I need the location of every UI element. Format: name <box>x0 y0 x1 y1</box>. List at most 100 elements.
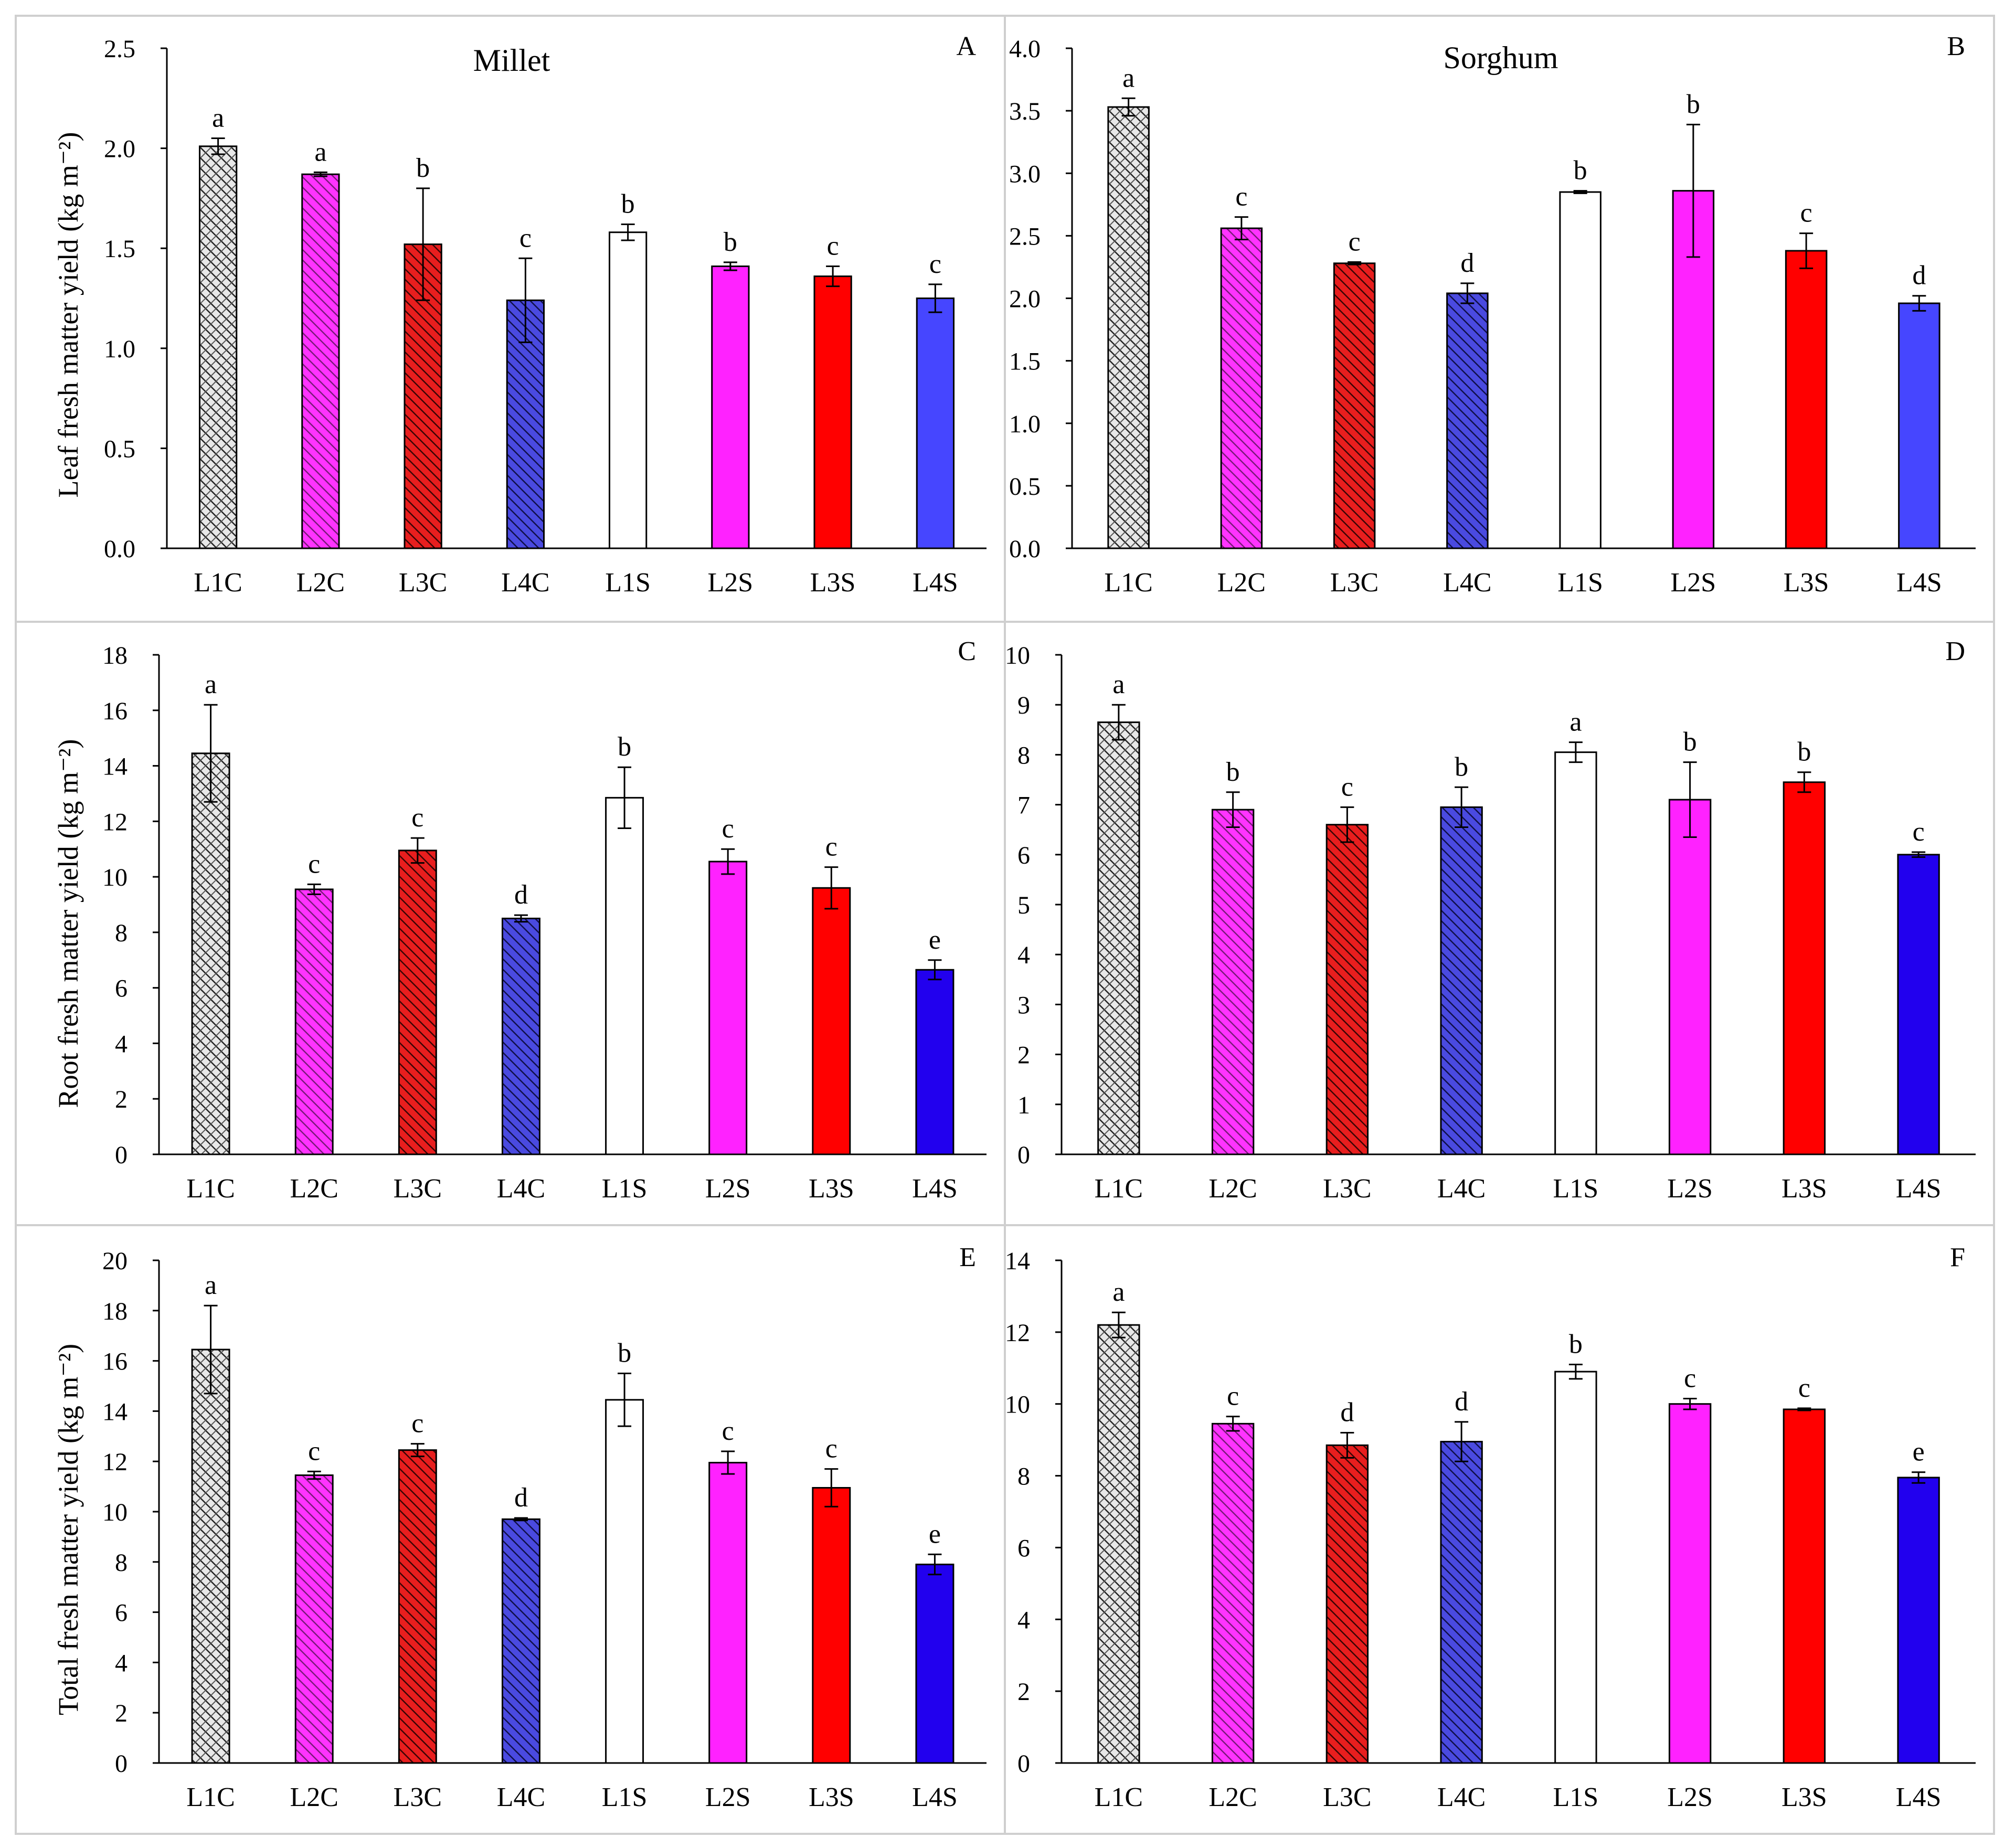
x-tick-label: L4S <box>1896 1782 1942 1812</box>
bar-l4c <box>501 1518 540 1764</box>
significance-letter: e <box>929 925 941 955</box>
bar-l3s <box>1785 250 1828 549</box>
panel-label-c: C <box>958 636 976 666</box>
x-tick-label: L4S <box>912 1782 958 1812</box>
bar-l4s <box>915 1564 955 1764</box>
y-tick-label: 2 <box>1017 1042 1030 1069</box>
bar-l4c <box>501 917 540 1155</box>
y-tick-label: 10 <box>102 864 128 891</box>
x-tick-label: L4C <box>1437 1174 1486 1204</box>
y-tick-label: 0.5 <box>1009 473 1041 501</box>
significance-letter: a <box>1122 63 1134 93</box>
x-tick-label: L1C <box>194 568 242 598</box>
bar-l2s <box>708 1462 748 1764</box>
panel-frame-f <box>1004 1224 1995 1835</box>
panel-d: 0 1 2 3 4 5 6 7 8 9 10 Da L1C b L2C c L3C b L4C a L1S b L2S b L3… <box>1005 636 1976 1204</box>
x-tick-label: L4C <box>497 1782 545 1812</box>
bar-l1s <box>1559 191 1602 549</box>
significance-letter: b <box>724 227 737 257</box>
bar-l3c <box>398 849 437 1155</box>
y-tick-label: 12 <box>102 1448 128 1476</box>
bar-l2s <box>1668 1403 1712 1764</box>
y-tick-label: 9 <box>1017 692 1030 719</box>
y-tick-label: 5 <box>1017 891 1030 919</box>
significance-letter: b <box>618 1339 631 1368</box>
bar-l3c <box>398 1449 437 1764</box>
significance-letter: d <box>1460 248 1474 278</box>
significance-letter: b <box>621 189 635 219</box>
x-tick-label: L2C <box>1208 1174 1257 1204</box>
y-tick-label: 2 <box>1017 1678 1030 1706</box>
significance-letter: c <box>929 249 941 279</box>
bar-l2c <box>294 1474 334 1764</box>
x-tick-label: L2C <box>290 1174 338 1204</box>
y-tick-label: 8 <box>115 919 128 947</box>
y-tick-label: 2.0 <box>104 135 135 163</box>
significance-letter: d <box>1455 1387 1468 1417</box>
x-tick-label: L1C <box>186 1782 235 1812</box>
significance-letter: c <box>722 1416 734 1446</box>
y-tick-label: 6 <box>115 1599 128 1627</box>
x-tick-label: L1C <box>1104 568 1152 598</box>
y-tick-label: 2 <box>115 1086 128 1113</box>
y-tick-label: 0 <box>1017 1750 1030 1778</box>
significance-letter: e <box>1913 1437 1925 1467</box>
x-tick-label: L2S <box>1667 1782 1713 1812</box>
x-tick-label: L3C <box>1323 1782 1371 1812</box>
significance-letter: b <box>1797 737 1811 767</box>
x-tick-label: L1S <box>1557 568 1603 598</box>
y-tick-label: 6 <box>1017 842 1030 869</box>
y-tick-label: 14 <box>102 753 128 781</box>
x-tick-label: L3S <box>809 1174 854 1204</box>
bar-l1s <box>1554 1371 1597 1764</box>
x-tick-label: L4C <box>501 568 549 598</box>
bar-l4s <box>915 969 955 1155</box>
bar-l3s <box>812 1486 851 1764</box>
y-tick-label: 18 <box>102 1298 128 1325</box>
bar-l4c <box>1446 292 1489 549</box>
y-tick-label: 7 <box>1017 792 1030 820</box>
y-tick-label: 0 <box>115 1750 128 1778</box>
bar-l2c <box>1211 1422 1255 1764</box>
bar-l1c <box>1097 1324 1140 1764</box>
y-axis-title-root: Root fresh matter yield (kg m⁻²) <box>52 739 84 1108</box>
significance-letter: c <box>1800 198 1812 228</box>
bar-l2c <box>1220 227 1263 549</box>
significance-letter: b <box>1455 752 1468 782</box>
x-tick-label: L1C <box>1095 1174 1143 1204</box>
bar-l1c <box>1107 106 1150 549</box>
panel-label-b: B <box>1947 31 1965 61</box>
significance-letter: b <box>1574 156 1587 186</box>
x-tick-label: L1S <box>1553 1174 1599 1204</box>
x-tick-label: L2S <box>708 568 754 598</box>
significance-letter: a <box>205 1270 217 1300</box>
chart-title-b: Sorghum <box>1444 40 1558 75</box>
significance-letter: c <box>1913 817 1925 847</box>
bar-l1s <box>605 1399 644 1764</box>
significance-letter: d <box>514 880 528 910</box>
y-tick-label: 2.5 <box>104 35 135 63</box>
panel-b: 0.0 0.5 1.0 1.5 2.0 2.5 3.0 3.5 4.0 Sorghum Ba L1C c… <box>1009 31 1976 598</box>
y-tick-label: 0 <box>1017 1141 1030 1169</box>
bar-l2c <box>294 888 334 1155</box>
x-tick-label: L1S <box>1553 1782 1599 1812</box>
bar-l1s <box>608 231 648 549</box>
panel-label-e: E <box>959 1242 976 1272</box>
significance-letter: c <box>308 849 320 879</box>
bar-l2c <box>301 173 340 549</box>
significance-letter: c <box>1227 1382 1239 1411</box>
x-tick-label: L2S <box>1671 568 1716 598</box>
significance-letter: c <box>1341 772 1353 802</box>
y-axis-title-total: Total fresh matter yield (kg m⁻²) <box>52 1344 84 1715</box>
bar-l1c <box>198 145 238 549</box>
significance-letter: c <box>825 1434 837 1464</box>
significance-letter: c <box>411 1409 423 1439</box>
bar-l4s <box>916 298 955 549</box>
bar-l3s <box>1783 781 1826 1155</box>
x-tick-label: L2C <box>296 568 345 598</box>
x-tick-label: L1S <box>605 568 651 598</box>
y-tick-label: 1.0 <box>104 335 135 363</box>
significance-letter: a <box>1112 1277 1125 1307</box>
significance-letter: b <box>416 153 430 183</box>
